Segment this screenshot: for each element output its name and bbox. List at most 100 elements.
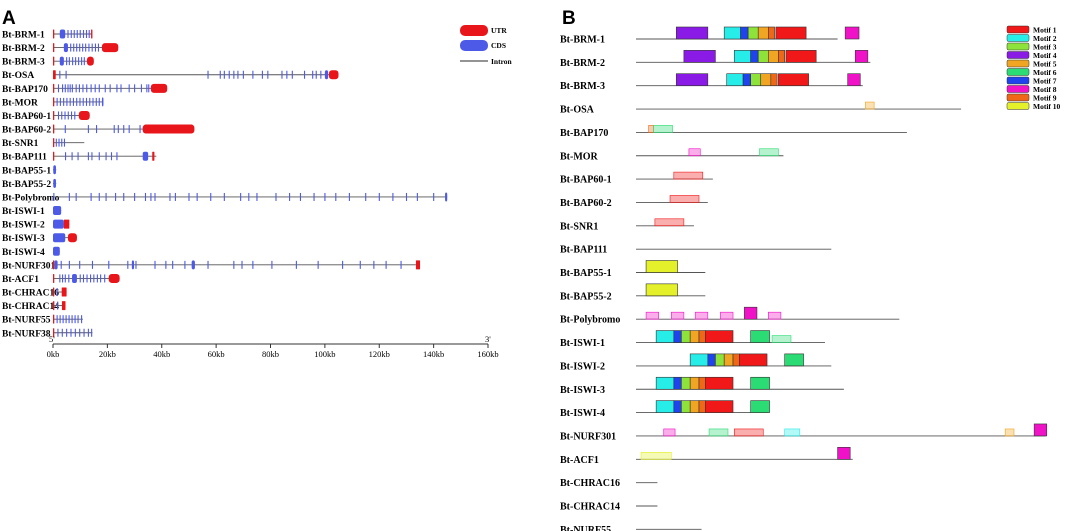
gene-row-bt-brm-2: Bt-BRM-2 — [2, 43, 119, 54]
motif-8-block — [844, 26, 860, 40]
cds-exon — [188, 192, 190, 201]
motif-row-bt-iswi-2: Bt-ISWI-2 — [560, 353, 832, 372]
motif-5-block — [689, 400, 700, 413]
cds-exon — [70, 30, 72, 38]
cds-exon — [139, 125, 141, 134]
motif-4-block — [676, 26, 709, 40]
cds-exon — [289, 192, 291, 201]
utr-block — [53, 151, 55, 161]
cds-block — [54, 260, 58, 270]
motif-2-block — [733, 50, 751, 63]
motif-3-label: Motif 3 — [1033, 43, 1057, 52]
motif-3-block — [750, 73, 762, 86]
cds-exon — [98, 152, 100, 161]
cds-block — [53, 165, 56, 175]
cds-exon — [74, 111, 76, 120]
motif-3-block — [681, 400, 691, 413]
motif-1-block — [733, 428, 764, 437]
cds-exon — [295, 260, 297, 269]
gene-label: Bt-ISWI-3 — [2, 234, 45, 244]
cds-exon — [90, 192, 92, 201]
gene-label: Bt-NURF301 — [2, 261, 56, 271]
cds-exon — [59, 97, 61, 106]
cds-block — [142, 151, 149, 161]
gene-row-bt-bap55-2: Bt-BAP55-2 — [2, 178, 57, 190]
cds-exon — [105, 192, 107, 201]
cds-exon — [65, 315, 67, 324]
legend-utr-label: UTR — [491, 26, 507, 35]
cds-exon — [317, 260, 319, 269]
motif-row-bt-iswi-4: Bt-ISWI-4 — [560, 400, 770, 419]
cds-exon — [123, 192, 125, 201]
motif-9-block — [698, 400, 706, 413]
cds-block — [191, 260, 195, 270]
utr-block — [91, 29, 93, 39]
motif-row-bt-chrac16: Bt-CHRAC16 — [560, 478, 658, 489]
utr-block — [415, 260, 421, 270]
protein-label: Bt-BRM-3 — [560, 81, 605, 92]
motif-8-swatch — [1006, 85, 1030, 93]
cds-exon — [90, 84, 92, 93]
cds-exon — [95, 97, 97, 106]
gene-row-bt-brm-1: Bt-BRM-1 — [2, 29, 93, 41]
cds-exon — [104, 84, 106, 93]
cds-exon — [64, 274, 66, 283]
motif-row-bt-chrac14: Bt-CHRAC14 — [560, 502, 658, 513]
cds-exon — [385, 260, 387, 269]
motif-10-label: Motif 10 — [1033, 102, 1061, 111]
utr-block — [53, 56, 55, 66]
cds-exon — [299, 192, 302, 201]
cds-exon — [94, 43, 97, 52]
cds-exon — [150, 192, 152, 201]
motif-9-block — [767, 26, 775, 40]
cds-exon — [72, 57, 74, 66]
cds-exon — [400, 260, 402, 269]
cds-exon — [75, 57, 77, 66]
cds-exon — [184, 260, 186, 269]
cds-exon — [433, 192, 435, 201]
motif-5-block — [865, 101, 875, 110]
cds-exon — [261, 70, 263, 79]
legend-cds-swatch — [460, 40, 488, 51]
cds-exon — [342, 260, 344, 269]
scale-tick-label: 80kb — [262, 349, 279, 359]
motif-7-block — [750, 50, 759, 63]
cds-exon — [57, 301, 59, 310]
cds-exon — [79, 43, 81, 52]
motif-9-block — [698, 376, 706, 390]
motif-4-swatch — [1006, 51, 1030, 59]
motif-1-block — [704, 330, 734, 343]
cds-exon — [248, 192, 250, 201]
cds-exon — [56, 288, 58, 297]
motif-9-block — [732, 353, 740, 367]
cds-exon — [78, 57, 80, 66]
cds-exon — [76, 30, 78, 38]
protein-label: Bt-SNR1 — [560, 221, 598, 232]
cds-exon — [291, 70, 293, 79]
cds-exon — [223, 192, 225, 201]
motif-7-block — [673, 400, 682, 413]
cds-exon — [252, 70, 254, 79]
motif-5-block — [757, 26, 769, 40]
panel-b-genes: Bt-BRM-1 Bt-BRM-2 Bt-BRM-3 Bt-OSA Bt-BAP170 B… — [560, 26, 1048, 531]
cds-exon — [64, 111, 66, 120]
scale-five-prime: 5' — [49, 334, 55, 344]
cds-exon — [115, 192, 117, 201]
cds-exon — [66, 57, 68, 66]
utr-block — [328, 70, 339, 80]
cds-exon — [76, 97, 78, 106]
cds-exon — [73, 30, 75, 38]
cds-exon — [373, 260, 375, 269]
motif-row-bt-brm-2: Bt-BRM-2 — [560, 50, 871, 69]
cds-exon — [83, 57, 85, 66]
cds-exon — [77, 152, 79, 161]
cds-exon — [82, 84, 84, 93]
motif-3-block — [681, 330, 691, 343]
utr-block — [53, 97, 55, 107]
motif-row-bt-nurf55: Bt-NURF55 — [560, 525, 702, 531]
gene-row-bt-nurf55: Bt-NURF55 — [2, 314, 83, 326]
panel-a-label: A — [2, 8, 16, 29]
cds-exon — [359, 260, 361, 269]
cds-exon — [72, 97, 74, 106]
motif-1-label: Motif 1 — [1033, 26, 1057, 35]
